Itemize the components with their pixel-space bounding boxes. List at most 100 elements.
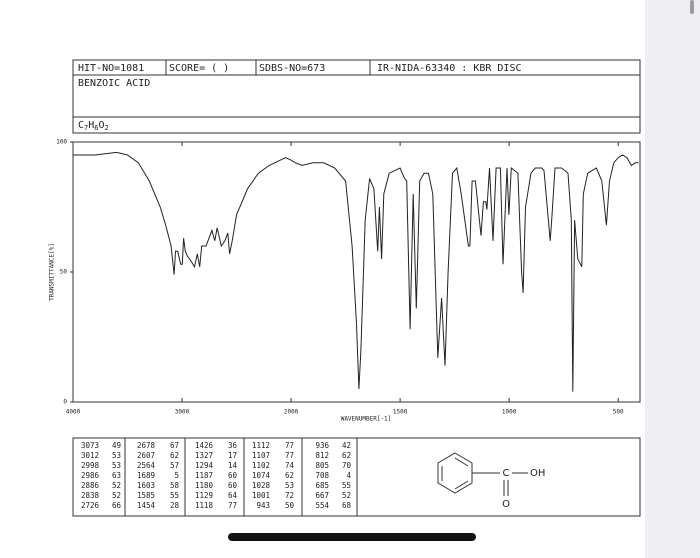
- atom-label: O: [502, 499, 510, 510]
- peak-wavenumber: 2726: [81, 501, 100, 510]
- y-axis-label: TRANSMITTANCE[%]: [49, 243, 56, 301]
- peak-transmittance: 63: [112, 471, 121, 480]
- peak-wavenumber: 1102: [252, 461, 270, 470]
- x-tick-label: 1000: [502, 409, 517, 416]
- home-indicator: [228, 533, 476, 541]
- source: IR-NIDA-63340 : KBR DISC: [377, 63, 522, 74]
- peak-transmittance: 52: [112, 491, 121, 500]
- peak-transmittance: 57: [170, 461, 179, 470]
- peak-wavenumber: 3012: [81, 451, 99, 460]
- peak-transmittance: 14: [228, 461, 238, 470]
- x-tick-label: 4000: [66, 409, 81, 416]
- x-axis-label: WAVENUMBER[-1]: [341, 416, 392, 423]
- peak-transmittance: 62: [342, 451, 351, 460]
- peak-wavenumber: 2838: [81, 491, 100, 500]
- peak-transmittance: 74: [285, 461, 295, 470]
- formula: C7H6O2: [78, 120, 109, 132]
- peak-wavenumber: 1327: [195, 451, 213, 460]
- x-tick-label: 3000: [175, 409, 190, 416]
- x-tick-label: 1500: [393, 409, 408, 416]
- peak-transmittance: 72: [285, 491, 294, 500]
- peak-wavenumber: 1112: [252, 441, 270, 450]
- peak-transmittance: 62: [285, 471, 294, 480]
- peak-transmittance: 28: [170, 501, 180, 510]
- peak-wavenumber: 3073: [81, 441, 99, 450]
- peak-transmittance: 49: [112, 441, 121, 450]
- peak-transmittance: 67: [170, 441, 179, 450]
- plot-frame: [72, 141, 641, 403]
- peak-transmittance: 53: [112, 461, 121, 470]
- y-tick-label: 50: [60, 269, 68, 276]
- atom-label: OH: [530, 468, 545, 479]
- peak-wavenumber: 685: [315, 481, 329, 490]
- peak-wavenumber: 1603: [137, 481, 155, 490]
- peak-transmittance: 70: [342, 461, 352, 470]
- ring-bond: [454, 457, 469, 467]
- side-panel: [645, 0, 700, 558]
- peak-wavenumber: 2607: [137, 451, 155, 460]
- peak-wavenumber: 1028: [252, 481, 271, 490]
- peak-wavenumber: 1294: [195, 461, 214, 470]
- peak-wavenumber: 805: [315, 461, 329, 470]
- scroll-indicator: [690, 0, 694, 14]
- peak-wavenumber: 936: [315, 441, 329, 450]
- peak-wavenumber: 1118: [195, 501, 214, 510]
- y-tick-label: 0: [63, 399, 67, 406]
- sdbs-no: SDBS-NO=673: [259, 63, 325, 74]
- score: SCORE= ( ): [169, 63, 229, 74]
- peak-wavenumber: 667: [315, 491, 329, 500]
- peak-transmittance: 52: [112, 481, 121, 490]
- peak-wavenumber: 1187: [195, 471, 213, 480]
- peak-wavenumber: 2678: [137, 441, 156, 450]
- peak-wavenumber: 2986: [81, 471, 100, 480]
- peak-transmittance: 17: [228, 451, 237, 460]
- x-tick-label: 500: [613, 409, 624, 416]
- peak-wavenumber: 1107: [252, 451, 270, 460]
- peak-wavenumber: 1689: [137, 471, 155, 480]
- spectrum-line: [73, 151, 639, 392]
- y-tick-label: 100: [56, 139, 67, 146]
- peak-wavenumber: 554: [315, 501, 329, 510]
- hit-no: HIT-NO=1081: [78, 63, 144, 74]
- peak-wavenumber: 1129: [195, 491, 213, 500]
- peak-transmittance: 55: [170, 491, 179, 500]
- peak-transmittance: 64: [228, 491, 238, 500]
- peak-transmittance: 58: [170, 481, 180, 490]
- peak-wavenumber: 2886: [81, 481, 100, 490]
- peak-wavenumber: 2998: [81, 461, 100, 470]
- peak-transmittance: 53: [112, 451, 121, 460]
- peak-transmittance: 68: [342, 501, 352, 510]
- ring-bond: [454, 480, 469, 490]
- peak-transmittance: 50: [285, 501, 295, 510]
- peak-transmittance: 36: [228, 441, 238, 450]
- peak-transmittance: 5: [174, 471, 179, 480]
- peak-wavenumber: 812: [315, 451, 329, 460]
- peak-wavenumber: 1001: [252, 491, 270, 500]
- peak-wavenumber: 1426: [195, 441, 214, 450]
- peak-wavenumber: 1074: [252, 471, 271, 480]
- compound-name: BENZOIC ACID: [78, 78, 150, 89]
- peak-transmittance: 52: [342, 491, 351, 500]
- peak-transmittance: 62: [170, 451, 179, 460]
- peak-wavenumber: 708: [315, 471, 329, 480]
- peak-transmittance: 60: [228, 481, 238, 490]
- peak-transmittance: 53: [285, 481, 294, 490]
- peak-wavenumber: 1180: [195, 481, 214, 490]
- peak-transmittance: 77: [285, 451, 294, 460]
- peak-wavenumber: 943: [256, 501, 270, 510]
- peak-wavenumber: 1585: [137, 491, 155, 500]
- header-box: [72, 59, 641, 134]
- atom-label: C: [503, 468, 510, 479]
- peak-transmittance: 42: [342, 441, 351, 450]
- peak-wavenumber: 1454: [137, 501, 156, 510]
- benzene-ring: [437, 452, 473, 494]
- peak-transmittance: 60: [228, 471, 238, 480]
- peak-transmittance: 77: [228, 501, 237, 510]
- peak-transmittance: 77: [285, 441, 294, 450]
- peak-transmittance: 66: [112, 501, 122, 510]
- peak-transmittance: 55: [342, 481, 351, 490]
- x-tick-label: 2000: [284, 409, 299, 416]
- peak-wavenumber: 2564: [137, 461, 156, 470]
